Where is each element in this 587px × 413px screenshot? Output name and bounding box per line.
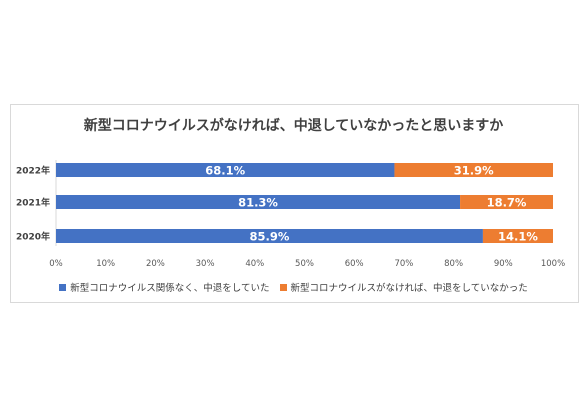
x-tick-label: 70% <box>394 259 413 269</box>
x-tick-label: 0% <box>49 259 63 269</box>
x-tick-label: 60% <box>345 259 364 269</box>
x-tick-label: 90% <box>494 259 513 269</box>
x-tick-label: 50% <box>295 259 314 269</box>
bar-segment <box>56 229 483 243</box>
chart-title: 新型コロナウイルスがなければ、中退していなかったと思いますか <box>83 118 504 134</box>
data-label: 81.3% <box>238 196 278 210</box>
bar-segment <box>56 195 461 209</box>
x-tick-label: 30% <box>196 259 215 269</box>
y-tick-label: 2022年 <box>16 165 50 177</box>
legend-label-series-2: 新型コロナウイルスがなければ、中退をしていなかった <box>290 283 528 294</box>
bar-segment <box>460 195 553 209</box>
data-label: 14.1% <box>498 230 538 244</box>
legend-label-series-1: 新型コロナウイルス関係なく、中退をしていた <box>70 283 270 294</box>
legend-item-series-1: 新型コロナウイルス関係なく、中退をしていた <box>59 280 270 294</box>
data-label: 31.9% <box>454 164 494 178</box>
bar-segment <box>56 163 395 177</box>
x-tick-label: 100% <box>541 259 565 269</box>
x-tick-label: 20% <box>146 259 165 269</box>
legend-item-series-2: 新型コロナウイルスがなければ、中退をしていなかった <box>279 280 528 294</box>
bar-segment <box>482 229 553 243</box>
y-tick-label: 2020年 <box>16 231 50 243</box>
data-label: 68.1% <box>205 164 245 178</box>
bar-segment <box>394 163 553 177</box>
x-tick-label: 80% <box>444 259 463 269</box>
y-tick-label: 2021年 <box>16 197 50 209</box>
legend-swatch-series-2 <box>279 283 287 291</box>
data-label: 18.7% <box>487 196 527 210</box>
x-tick-label: 40% <box>245 259 264 269</box>
data-label: 85.9% <box>250 230 290 244</box>
x-tick-label: 10% <box>96 259 115 269</box>
legend: 新型コロナウイルス関係なく、中退をしていた 新型コロナウイルスがなければ、中退を… <box>0 280 587 294</box>
legend-swatch-series-1 <box>59 283 67 291</box>
